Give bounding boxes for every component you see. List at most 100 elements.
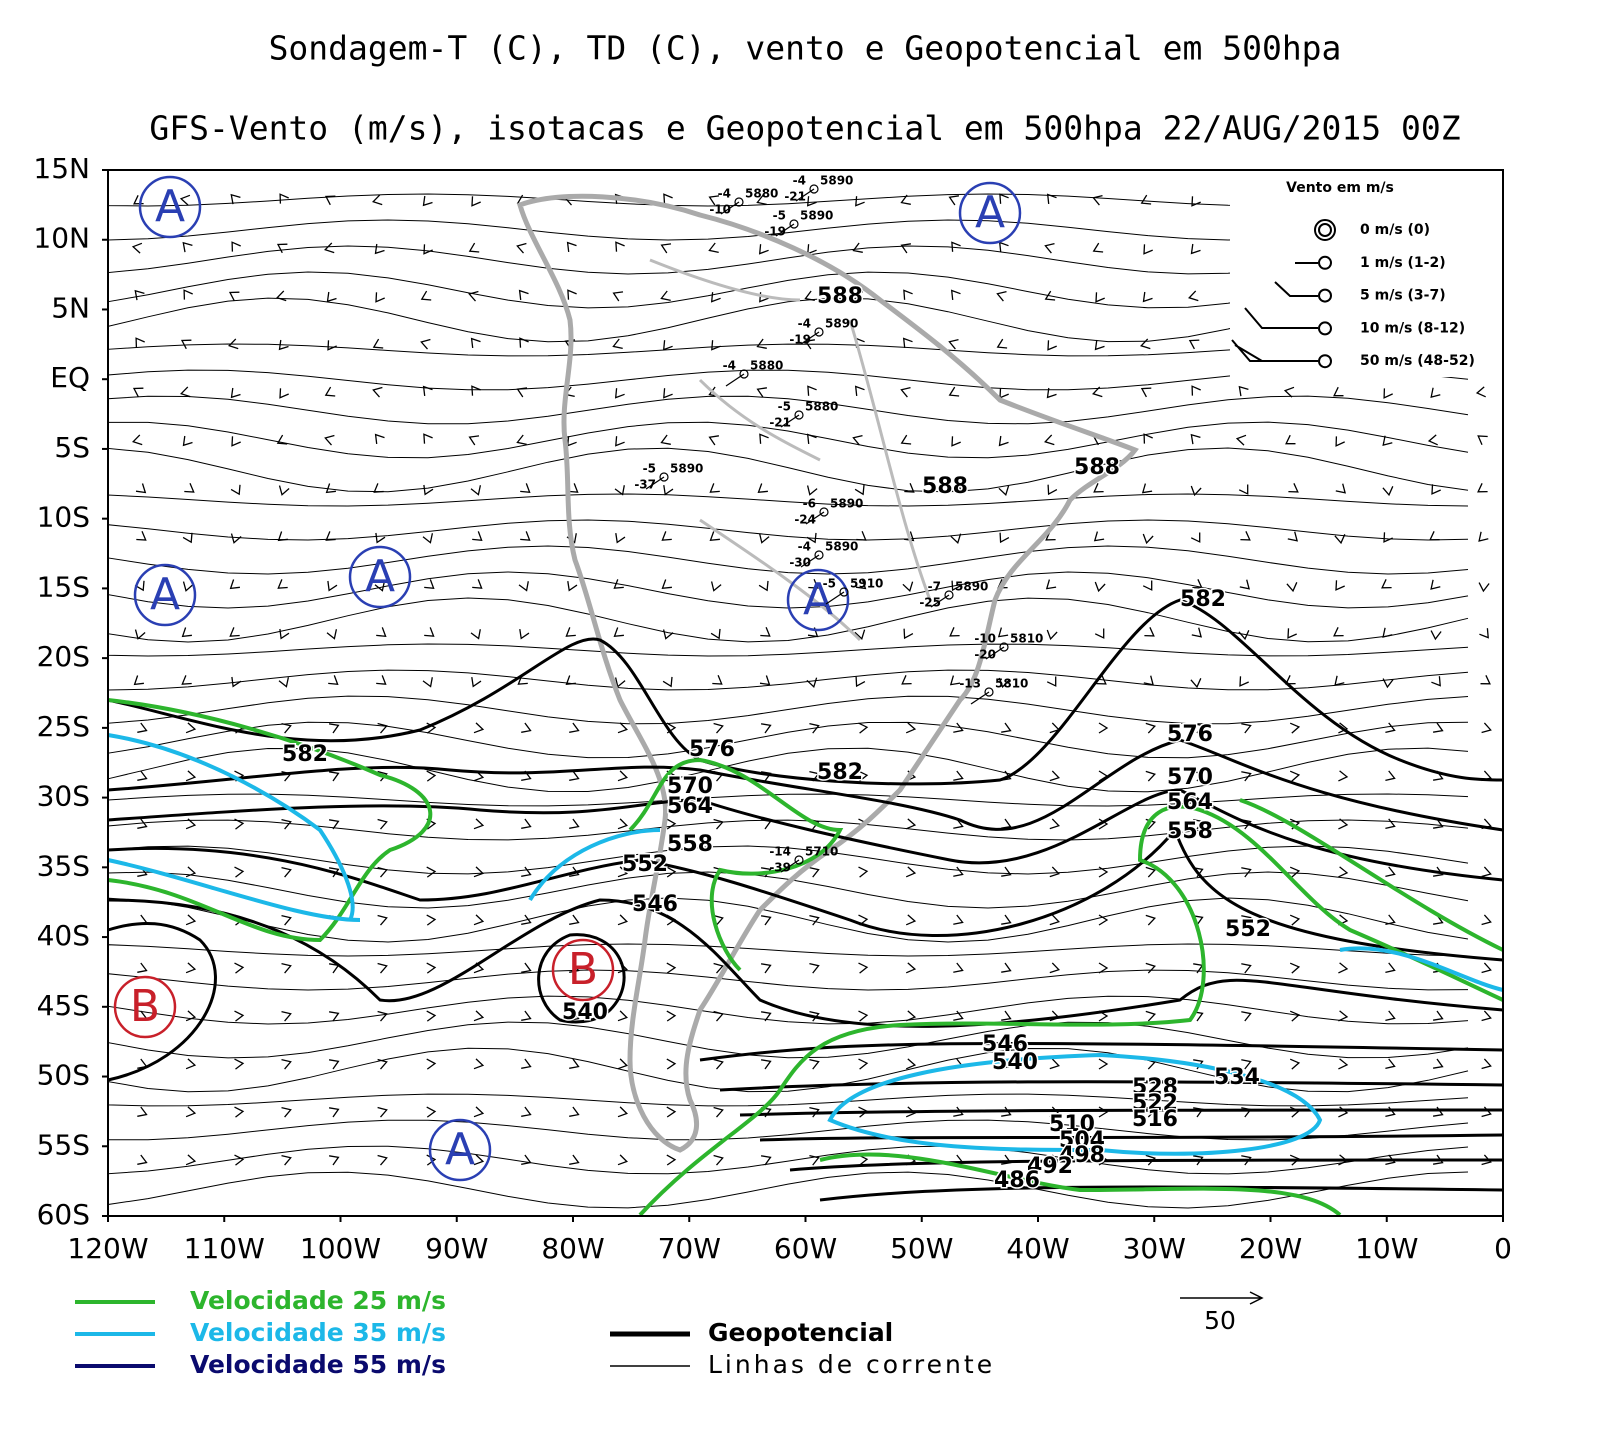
wind-arrow <box>179 194 191 206</box>
wind-arrow <box>424 579 435 590</box>
wind-arrow <box>468 242 480 253</box>
wind-arrow <box>1382 627 1393 638</box>
wind-arrow <box>135 337 145 348</box>
legend-entry: 5 m/s (3-7) <box>1360 288 1446 304</box>
legend-entry: 1 m/s (1-2) <box>1360 255 1446 271</box>
wind-arrow <box>1382 486 1394 497</box>
wind-arrow <box>234 1010 245 1022</box>
station-height: 5880 <box>745 187 778 201</box>
wind-barb <box>780 414 800 428</box>
wind-arrow <box>900 243 911 254</box>
contour-label: 552 <box>1225 917 1271 942</box>
wind-arrow <box>1334 675 1345 686</box>
wind-arrow <box>858 722 869 734</box>
wind-arrow <box>1287 628 1297 639</box>
station <box>984 687 994 697</box>
wind-arrow <box>1094 581 1106 593</box>
wind-arrow <box>470 629 481 640</box>
wind-arrow <box>568 483 579 493</box>
wind-arrow <box>1385 962 1396 974</box>
legend-label: Velocidade 25 m/s <box>190 1286 446 1315</box>
legend-label: Linhas de corrente <box>708 1350 995 1379</box>
wind-arrow <box>182 581 194 592</box>
lon-tick-label: 30W <box>1123 1232 1186 1265</box>
wind-arrow <box>185 1106 197 1118</box>
wind-arrow <box>709 483 720 493</box>
pressure-center: A <box>445 1124 475 1175</box>
wind-arrow <box>1479 628 1489 639</box>
wind-arrow <box>900 434 912 445</box>
wind-arrow <box>1238 484 1249 495</box>
wind-arrow <box>1383 532 1393 543</box>
station-dewpoint: -19 <box>789 333 811 347</box>
wind-arrow <box>521 1010 532 1021</box>
station-dewpoint: -24 <box>794 513 816 527</box>
wind-arrow <box>1145 962 1156 974</box>
geopotential-contours <box>107 598 1504 1202</box>
wind-arrow <box>1190 433 1201 445</box>
wind-arrow <box>230 193 241 205</box>
wind-arrow <box>804 290 815 301</box>
wind-arrow <box>279 193 289 204</box>
wind-arrow <box>760 1011 772 1022</box>
streamline <box>107 747 1469 793</box>
lat-tick-label: 5S <box>54 431 90 464</box>
wind-arrow <box>662 629 674 640</box>
wind-arrow <box>905 914 917 926</box>
wind-arrow <box>1142 291 1153 303</box>
wind-arrow <box>567 581 578 592</box>
contour-label: 492 <box>1027 1154 1073 1179</box>
lat-tick-label: 10S <box>37 501 90 534</box>
wind-arrow <box>1481 1010 1492 1022</box>
wind-arrow <box>1385 866 1396 878</box>
lon-tick-label: 40W <box>1006 1232 1069 1265</box>
wind-arrow <box>712 675 723 685</box>
streamline <box>107 1021 1469 1059</box>
wind-arrow <box>422 385 433 396</box>
station-dewpoint: -21 <box>784 190 806 204</box>
wind-arrow <box>617 1106 628 1118</box>
wind-arrow <box>230 387 241 399</box>
legend-title: Vento em m/s <box>1286 180 1394 196</box>
lon-tick-label: 100W <box>300 1232 381 1265</box>
station-dewpoint: -25 <box>919 596 941 610</box>
wind-arrow <box>1047 340 1057 351</box>
wind-arrow <box>473 1010 485 1022</box>
wind-arrow <box>422 533 434 544</box>
station-temperature: -4 <box>718 187 731 201</box>
station <box>819 507 829 517</box>
wind-arrow <box>473 866 485 878</box>
wind-arrow <box>710 581 722 592</box>
wind-arrow <box>281 1058 292 1070</box>
wind-arrow <box>1430 630 1442 641</box>
wind-arrow <box>473 722 485 734</box>
wind-arrow <box>948 386 960 397</box>
wind-arrow <box>999 193 1009 204</box>
lat-tick-label: 50S <box>37 1059 90 1092</box>
wind-arrow <box>1096 675 1107 685</box>
wind-arrow <box>1098 1058 1109 1070</box>
wind-arrow <box>953 818 964 829</box>
contour-label: 540 <box>562 1000 608 1025</box>
wind-arrow <box>470 485 482 496</box>
wind-barb <box>800 554 820 568</box>
wind-arrow <box>234 1106 245 1118</box>
wind-arrow <box>1145 1154 1156 1166</box>
wind-arrow <box>234 962 245 974</box>
wind-arrow <box>999 532 1010 544</box>
contour-label: 546 <box>982 1032 1028 1057</box>
legend-station <box>1318 354 1332 369</box>
contour-label: 582 <box>817 760 863 785</box>
wind-arrow <box>1338 1010 1349 1022</box>
wind-arrow <box>1190 485 1202 497</box>
legend-station <box>1318 255 1332 270</box>
lat-tick-label: 60S <box>37 1198 90 1231</box>
wind-arrow <box>519 629 530 640</box>
wind-arrow <box>1188 339 1200 350</box>
wind-arrow <box>182 532 193 544</box>
lon-tick-label: 60W <box>774 1232 837 1265</box>
streamline <box>107 721 1469 759</box>
wind-arrow <box>521 1058 532 1069</box>
wind-arrow <box>135 483 147 494</box>
wind-arrow <box>569 770 580 781</box>
